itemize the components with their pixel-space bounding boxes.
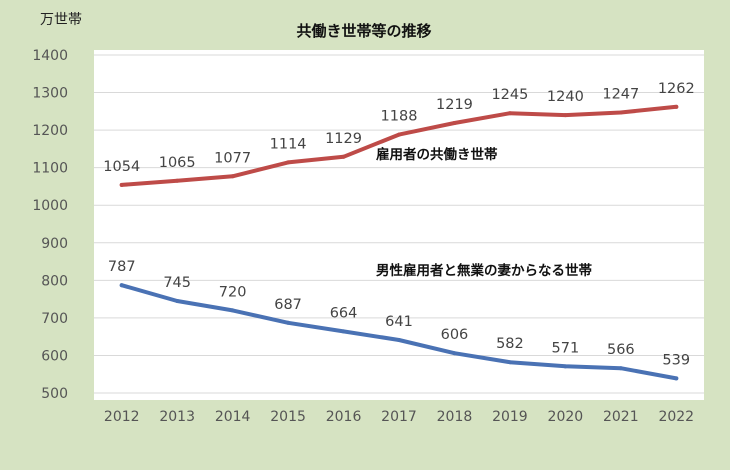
data-label: 720 xyxy=(219,284,247,300)
data-label: 787 xyxy=(108,259,136,275)
data-point xyxy=(397,338,401,343)
data-point xyxy=(507,111,512,116)
y-tick-label: 700 xyxy=(41,311,68,327)
x-tick-label: 2022 xyxy=(658,409,694,425)
x-tick-label: 2013 xyxy=(159,409,195,425)
data-point xyxy=(397,132,401,137)
data-label: 539 xyxy=(662,352,690,368)
data-label: 1077 xyxy=(214,150,251,166)
x-tick-label: 2020 xyxy=(548,409,584,425)
x-tick-label: 2014 xyxy=(215,409,251,425)
y-axis-ticks: 500 600 700 800 900 1000 1100 1200 1300 1400 xyxy=(32,48,68,402)
data-label: 582 xyxy=(496,336,524,352)
x-axis-ticks: 2012 2013 2014 2015 2016 2017 2018 2019 2020 2021… xyxy=(104,409,694,425)
data-label: 606 xyxy=(441,327,469,343)
data-point xyxy=(563,113,568,118)
data-point xyxy=(286,320,291,325)
series-lines xyxy=(119,104,679,381)
data-point xyxy=(341,329,346,334)
data-point xyxy=(119,182,124,187)
grid-lines xyxy=(94,54,704,394)
data-point xyxy=(674,376,679,381)
data-point xyxy=(341,154,346,159)
series-label-dual-income: 雇用者の共働き世帯 xyxy=(376,146,498,163)
data-point xyxy=(563,364,568,369)
data-label: 566 xyxy=(607,342,635,358)
data-point xyxy=(507,360,512,365)
x-tick-label: 2016 xyxy=(326,409,362,425)
x-tick-label: 2018 xyxy=(437,409,473,425)
y-tick-label: 1100 xyxy=(32,161,68,177)
data-point xyxy=(175,298,180,303)
y-tick-label: 1000 xyxy=(32,198,68,214)
y-tick-label: 1200 xyxy=(32,123,68,139)
y-tick-label: 900 xyxy=(41,236,68,252)
data-label: 1262 xyxy=(658,81,695,97)
data-label: 1247 xyxy=(602,86,639,102)
x-tick-label: 2017 xyxy=(381,409,417,425)
y-tick-label: 600 xyxy=(41,348,68,364)
data-label: 1245 xyxy=(491,87,528,103)
data-label: 1188 xyxy=(381,109,418,125)
x-tick-label: 2015 xyxy=(270,409,306,425)
data-point xyxy=(452,351,457,356)
data-label: 571 xyxy=(552,340,580,356)
data-label: 1114 xyxy=(270,136,307,152)
x-tick-label: 2012 xyxy=(104,409,140,425)
data-point xyxy=(230,174,235,179)
y-tick-label: 800 xyxy=(41,273,68,289)
y-tick-label: 1300 xyxy=(32,86,68,102)
y-axis-unit: 万世帯 xyxy=(40,12,82,28)
data-point xyxy=(618,366,623,371)
series-label-single-income: 男性雇用者と無業の妻からなる世帯 xyxy=(376,262,592,279)
data-label: 687 xyxy=(274,297,302,313)
data-labels: 1054 1065 1077 1114 1129 1188 1219 1245 1240 1247… xyxy=(103,81,694,369)
y-tick-label: 500 xyxy=(41,386,68,402)
data-label: 1065 xyxy=(159,155,196,171)
data-point xyxy=(452,120,457,125)
data-point xyxy=(286,160,291,165)
data-label: 1054 xyxy=(103,159,140,175)
x-tick-label: 2019 xyxy=(492,409,528,425)
data-point xyxy=(618,110,623,115)
data-label: 1219 xyxy=(436,97,473,113)
y-tick-label: 1400 xyxy=(32,48,68,64)
data-label: 745 xyxy=(163,275,191,291)
data-label: 1240 xyxy=(547,89,584,105)
data-label: 641 xyxy=(385,314,413,330)
data-point xyxy=(674,104,679,109)
data-label: 1129 xyxy=(325,131,362,147)
data-point xyxy=(175,178,180,183)
x-tick-label: 2021 xyxy=(603,409,639,425)
data-label: 664 xyxy=(330,305,358,321)
data-point xyxy=(119,283,124,288)
chart-title: 共働き世帯等の推移 xyxy=(296,22,431,40)
data-point xyxy=(230,308,235,313)
